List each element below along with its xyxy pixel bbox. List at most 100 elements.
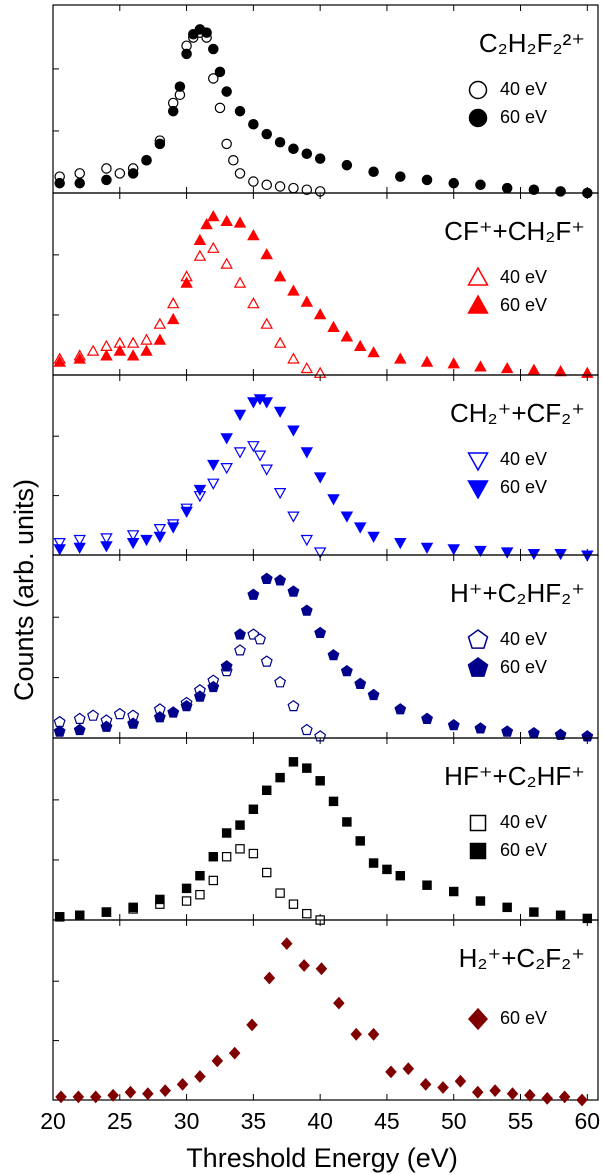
data-point <box>166 297 180 309</box>
data-point <box>368 858 379 868</box>
data-point <box>100 339 113 351</box>
data-point <box>166 312 180 325</box>
data-point <box>355 836 365 846</box>
data-point <box>253 450 267 462</box>
data-point <box>207 478 220 490</box>
data-point <box>246 1018 258 1032</box>
data-point <box>53 725 66 737</box>
data-point <box>126 336 140 348</box>
data-point <box>100 533 113 545</box>
data-point <box>449 886 459 897</box>
legend-marker <box>467 266 489 286</box>
data-point <box>300 723 313 736</box>
data-point <box>53 537 66 550</box>
legend-label: 40 eV <box>500 812 547 832</box>
data-point <box>274 136 286 148</box>
data-point <box>73 542 86 554</box>
data-point <box>214 102 226 114</box>
panel-frame <box>52 919 599 1101</box>
data-point <box>328 796 339 807</box>
data-point <box>395 870 406 881</box>
legend-label: 40 eV <box>500 629 547 649</box>
data-point <box>207 459 220 472</box>
data-point <box>576 1093 588 1107</box>
legend-marker <box>469 814 487 832</box>
data-point <box>221 86 232 97</box>
data-point <box>220 660 233 672</box>
legend-marker <box>469 842 487 860</box>
data-point <box>454 1074 467 1088</box>
data-point <box>353 522 367 534</box>
legend-label: 60 eV <box>500 840 547 860</box>
data-point <box>273 270 287 282</box>
data-point <box>385 1065 397 1079</box>
data-point <box>153 711 166 723</box>
data-point <box>273 336 287 348</box>
data-point <box>502 902 512 913</box>
data-point <box>314 626 327 639</box>
data-point <box>114 168 126 179</box>
data-point <box>333 996 345 1010</box>
data-point <box>527 548 541 561</box>
data-point <box>180 699 193 712</box>
x-tick-label: 35 <box>241 1108 267 1134</box>
data-point <box>327 320 340 332</box>
data-point <box>174 81 186 92</box>
data-point <box>301 148 313 160</box>
data-point <box>554 365 567 377</box>
data-point <box>367 346 380 358</box>
data-point <box>261 128 273 140</box>
data-point <box>181 883 192 894</box>
data-point <box>555 186 566 197</box>
data-point <box>287 585 300 597</box>
data-point <box>382 864 392 875</box>
data-point <box>288 757 299 767</box>
data-point <box>474 722 487 734</box>
data-point <box>53 355 66 367</box>
data-point <box>127 168 139 179</box>
data-point <box>367 688 380 701</box>
legend-label: 60 eV <box>500 657 547 677</box>
data-point <box>300 295 314 307</box>
data-point <box>340 664 353 677</box>
data-point <box>475 179 486 191</box>
data-point <box>200 217 213 230</box>
data-point <box>126 537 140 550</box>
data-point <box>141 154 152 166</box>
data-point <box>247 588 260 600</box>
data-point <box>181 48 192 60</box>
data-point <box>489 1084 501 1097</box>
data-point <box>275 888 285 898</box>
data-point <box>128 902 138 913</box>
legend-label: 40 eV <box>500 267 547 287</box>
legend-marker <box>467 480 489 500</box>
data-point <box>260 464 274 476</box>
data-point <box>506 1087 519 1101</box>
data-point <box>53 715 66 728</box>
data-point <box>73 352 86 364</box>
data-point <box>153 531 167 543</box>
data-point <box>273 488 287 500</box>
data-point <box>529 907 539 917</box>
data-point <box>528 184 540 196</box>
data-point <box>300 604 313 616</box>
data-point <box>287 511 300 523</box>
x-tick-label: 25 <box>107 1108 133 1134</box>
data-point <box>558 1090 571 1104</box>
data-point <box>394 352 407 364</box>
legend-marker <box>468 80 488 100</box>
panel-title: CH₂⁺+CF₂⁺ <box>450 398 585 428</box>
data-point <box>474 360 487 372</box>
data-point <box>254 633 267 645</box>
data-point <box>437 1081 449 1094</box>
data-point <box>447 544 461 556</box>
data-point <box>193 484 207 497</box>
data-point <box>193 249 207 261</box>
data-point <box>234 105 246 117</box>
data-point <box>448 177 460 189</box>
data-point <box>235 820 245 830</box>
data-point <box>274 676 287 688</box>
data-point <box>74 177 85 189</box>
data-point <box>260 317 274 329</box>
